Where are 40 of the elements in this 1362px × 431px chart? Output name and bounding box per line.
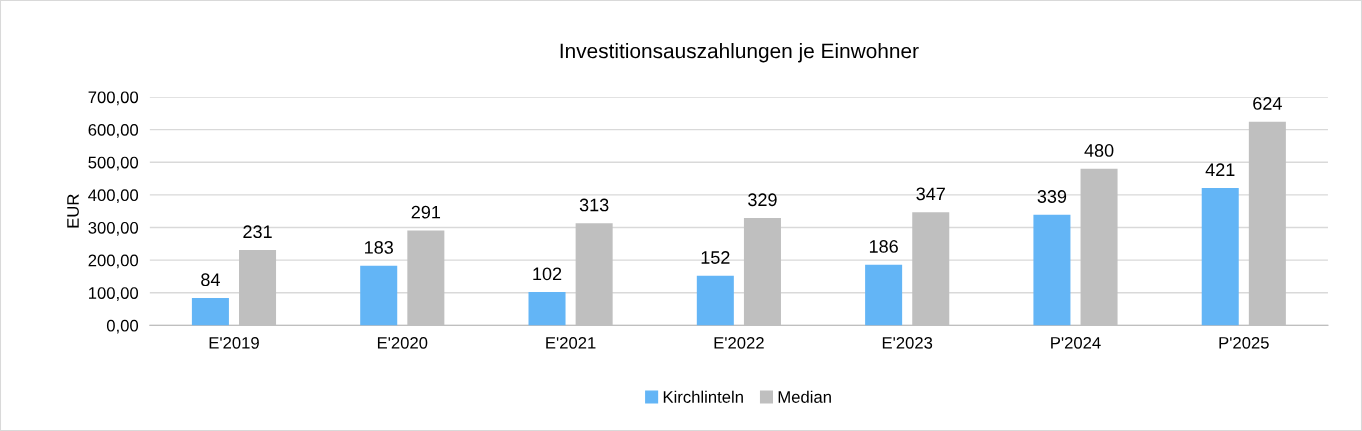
x-tick-label: P'2025 (1219, 336, 1269, 349)
data-label: 480 (1084, 144, 1114, 157)
y-axis-title: EUR (67, 194, 79, 228)
x-tick-label: E'2023 (882, 336, 933, 349)
bar (1033, 214, 1071, 326)
data-label: 152 (701, 251, 730, 264)
y-tick-label: 100,00 (89, 287, 139, 301)
data-label: 84 (201, 273, 220, 287)
data-label: 347 (916, 187, 945, 201)
x-tick-label: E'2020 (377, 336, 428, 349)
data-label: 624 (1253, 97, 1282, 110)
legend-label: Median (778, 390, 831, 403)
y-tick-label: 700,00 (88, 91, 139, 106)
bar (1201, 188, 1239, 326)
y-tick-label: 500,00 (88, 156, 139, 171)
bar (528, 292, 566, 326)
data-label: 339 (1037, 190, 1067, 203)
y-tick-label: 400,00 (88, 189, 139, 204)
y-tick-label: 600,00 (88, 124, 139, 138)
data-label: 183 (365, 241, 393, 254)
bar (696, 275, 734, 326)
data-label: 421 (1205, 163, 1235, 176)
y-tick-label: 0,00 (106, 319, 139, 334)
y-tick-label: 200,00 (88, 254, 139, 269)
x-tick-label: E'2022 (714, 336, 764, 349)
x-tick-label: E'2019 (209, 336, 259, 349)
bar (191, 297, 229, 326)
data-label: 102 (533, 267, 562, 281)
x-tick-label: P'2024 (1051, 336, 1101, 349)
data-label: 329 (748, 193, 777, 207)
data-label: 291 (411, 205, 441, 219)
y-tick-label: 300,00 (88, 221, 139, 236)
x-tick-label: E'2021 (546, 336, 596, 349)
data-label: 231 (243, 225, 272, 239)
data-label: 313 (579, 198, 609, 212)
chart-title: Investitionsauszahlungen je Einwohner (560, 42, 919, 63)
bar (865, 264, 903, 326)
data-label: 186 (869, 240, 898, 253)
legend-label: Kirchlinteln (663, 390, 743, 403)
bar (360, 265, 398, 326)
